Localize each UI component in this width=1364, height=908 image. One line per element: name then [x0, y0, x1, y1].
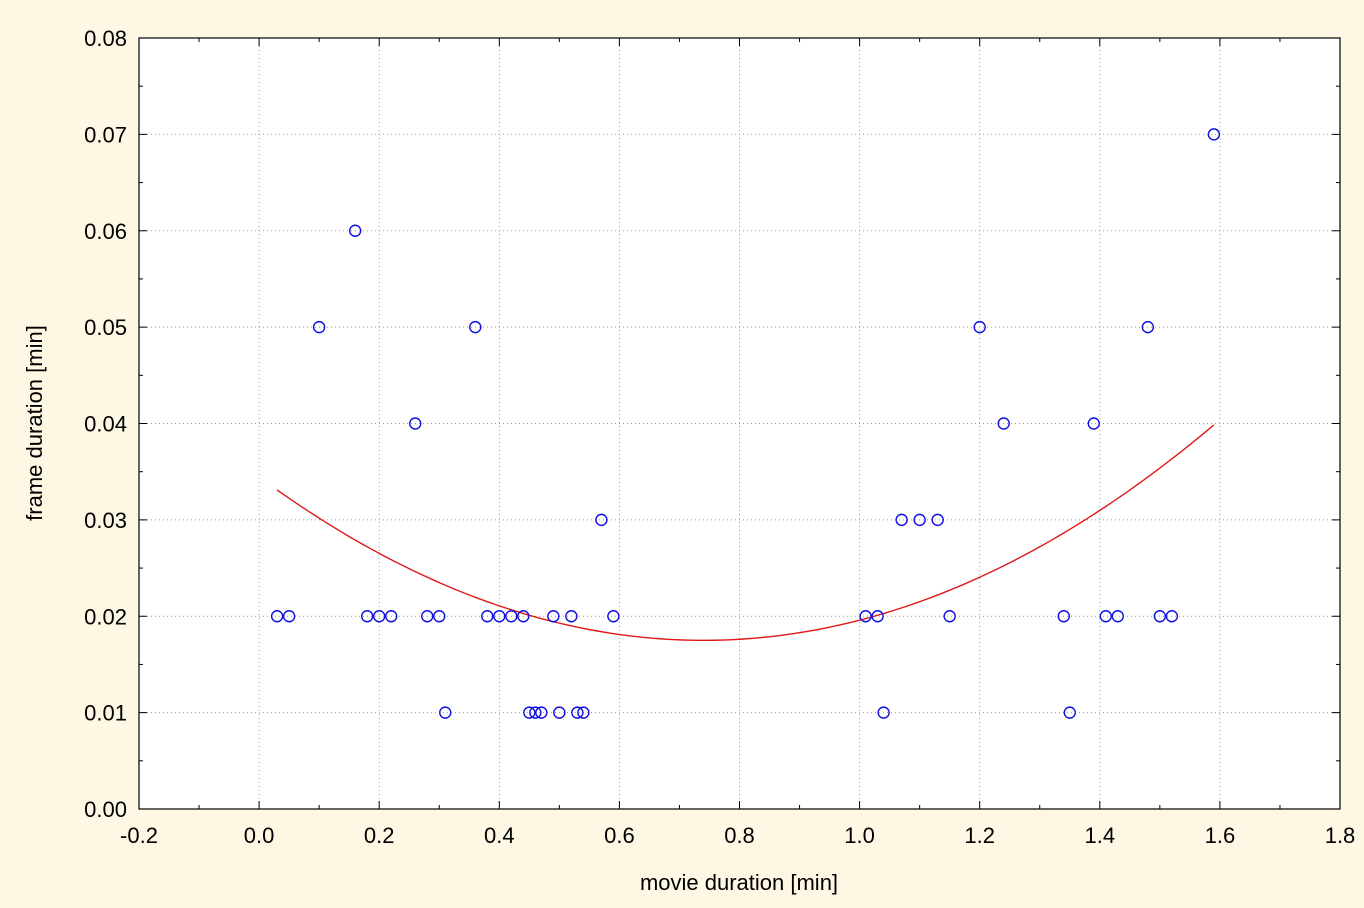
data-point: [529, 706, 542, 719]
x-tick-label: 1.2: [964, 823, 995, 848]
x-tick-label: 1.6: [1205, 823, 1236, 848]
data-point: [493, 610, 506, 623]
data-point: [523, 706, 536, 719]
data-point: [1153, 610, 1167, 623]
x-tick-label: -0.2: [120, 823, 158, 848]
data-point: [439, 706, 452, 719]
data-point: [517, 610, 530, 623]
data-point: [481, 610, 494, 623]
data-point: [1087, 417, 1100, 430]
data-point: [931, 513, 944, 527]
data-point: [282, 610, 296, 623]
data-point: [553, 706, 566, 719]
x-axis-title: movie duration [min]: [640, 870, 838, 895]
data-point: [312, 320, 326, 334]
data-point: [859, 610, 872, 623]
data-point: [547, 610, 560, 623]
y-tick-labels: 0.00 0.01 0.02 0.03 0.04 0.05 0.06 0.07 0.08: [84, 26, 127, 822]
data-point: [421, 610, 434, 623]
x-tick-label: 1.8: [1325, 823, 1356, 848]
y-tick-label: 0.04: [84, 412, 127, 437]
data-point: [1165, 610, 1179, 623]
y-tick-label: 0.05: [84, 315, 127, 340]
data-point: [469, 320, 482, 334]
x-tick-label: 0.8: [724, 823, 755, 848]
data-point: [348, 224, 362, 237]
data-point: [1111, 610, 1125, 623]
data-point: [871, 610, 884, 623]
y-tick-label: 0.01: [84, 701, 127, 726]
data-point: [577, 706, 590, 719]
gridlines: [139, 38, 1340, 809]
y-tick-label: 0.02: [84, 604, 127, 629]
data-point: [1063, 706, 1076, 719]
data-point: [1207, 128, 1221, 141]
data-point: [595, 513, 608, 527]
data-point: [373, 610, 386, 623]
data-point: [913, 513, 926, 527]
x-tick-label: 0.6: [604, 823, 635, 848]
y-axis-title: frame duration [min]: [22, 325, 47, 521]
data-points: [270, 128, 1221, 719]
fit-curve: [276, 424, 1215, 642]
data-point: [1099, 610, 1113, 623]
y-tick-label: 0.08: [84, 26, 127, 51]
y-tick-label: 0.00: [84, 797, 127, 822]
data-point: [943, 610, 956, 623]
y-tick-label: 0.03: [84, 508, 127, 533]
data-point: [360, 610, 374, 623]
y-tick-label: 0.06: [84, 219, 127, 244]
data-point: [997, 417, 1010, 430]
data-point: [877, 706, 890, 719]
data-point: [270, 610, 284, 623]
x-tick-label: 0.4: [484, 823, 515, 848]
data-point: [607, 610, 620, 623]
data-point: [1057, 610, 1070, 623]
data-point: [505, 610, 518, 623]
x-tick-label: 0.0: [244, 823, 275, 848]
x-tick-label: 1.0: [844, 823, 875, 848]
x-tick-labels: -0.2 0.0 0.2 0.4 0.6 0.8 1.0 1.2 1.4 1.6 1.8: [120, 823, 1355, 848]
data-point: [565, 610, 578, 623]
data-point: [385, 610, 398, 623]
data-point: [571, 706, 584, 719]
plot-frame: [138, 37, 1341, 810]
data-point: [409, 417, 422, 430]
data-point: [973, 320, 986, 334]
x-tick-label: 1.4: [1085, 823, 1116, 848]
y-tick-label: 0.07: [84, 122, 127, 147]
x-tick-label: 0.2: [364, 823, 395, 848]
data-point: [433, 610, 446, 623]
data-point: [1141, 320, 1155, 334]
data-point: [535, 706, 548, 719]
data-point: [895, 513, 908, 527]
